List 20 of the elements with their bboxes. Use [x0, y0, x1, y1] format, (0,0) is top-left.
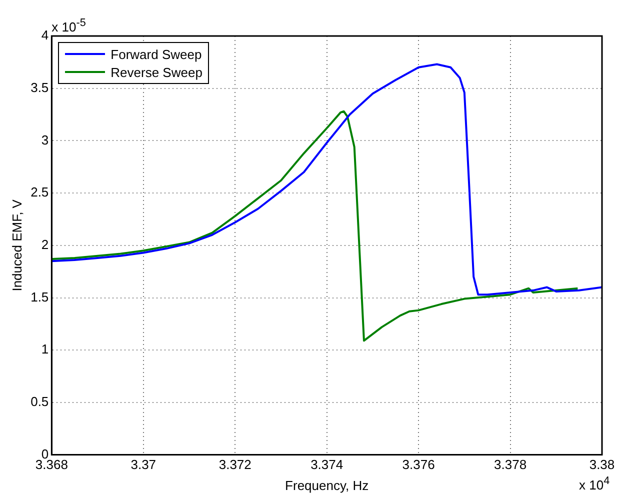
legend-label: Forward Sweep — [110, 46, 202, 62]
x-tick-label: 3.38 — [589, 457, 615, 472]
x-tick-label: 3.372 — [218, 457, 252, 472]
x-tick-label: 3.374 — [310, 457, 344, 472]
x-axis-title: Frequency, Hz — [285, 478, 369, 493]
x-tick-label: 3.378 — [494, 457, 527, 472]
y-tick-label: 2.5 — [30, 184, 49, 200]
x-tick-label: 3.37 — [130, 457, 156, 472]
y-axis-title: Induced EMF, V — [9, 199, 24, 292]
text: x 10$^{-5}$ — [52, 17, 86, 34]
y-tick-label: 3.5 — [30, 80, 49, 95]
text: x 10$^{4}$ — [579, 474, 610, 492]
y-tick-label: 0.5 — [30, 394, 49, 410]
x-tick-label: 3.376 — [402, 457, 435, 472]
y-tick-label: 4 — [41, 28, 49, 43]
legend-label: Reverse Sweep — [110, 64, 202, 80]
y-tick-label: 1.5 — [30, 289, 49, 304]
y-tick-label: 1 — [41, 342, 49, 357]
y-tick-label: 2 — [41, 236, 49, 252]
y-tick-label: 3 — [41, 132, 49, 148]
